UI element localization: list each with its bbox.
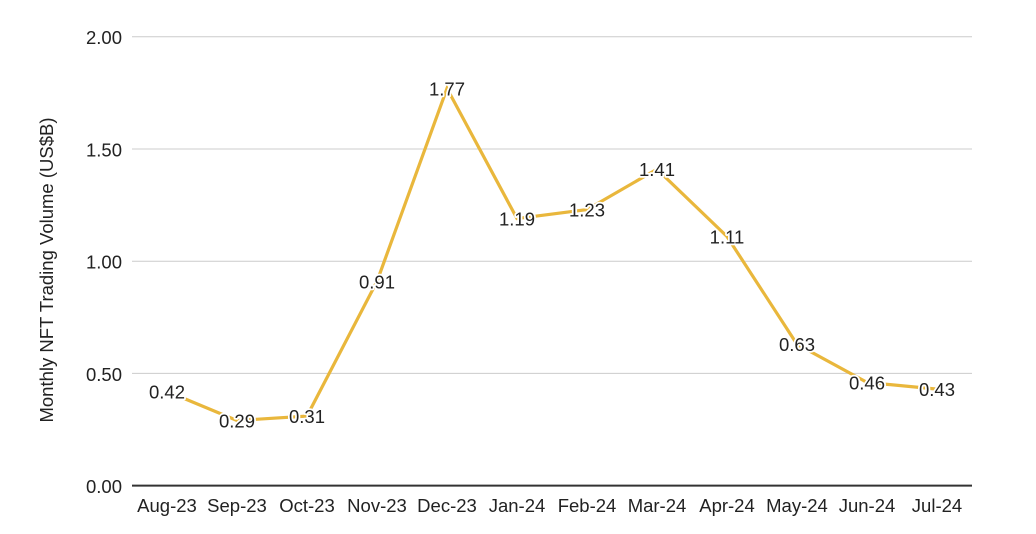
svg-text:0.50: 0.50: [86, 364, 122, 385]
svg-text:Dec-23: Dec-23: [417, 495, 477, 516]
svg-text:Sep-23: Sep-23: [207, 495, 267, 516]
svg-text:1.19: 1.19: [499, 209, 535, 230]
svg-text:0.31: 0.31: [289, 406, 325, 427]
svg-text:0.00: 0.00: [86, 476, 122, 497]
svg-text:Apr-24: Apr-24: [699, 495, 755, 516]
svg-text:Monthly NFT Trading Volume (US: Monthly NFT Trading Volume (US$B): [36, 117, 57, 422]
svg-text:0.42: 0.42: [149, 381, 185, 402]
svg-text:Jun-24: Jun-24: [839, 495, 896, 516]
svg-text:Jul-24: Jul-24: [912, 495, 962, 516]
svg-text:0.46: 0.46: [849, 372, 885, 393]
svg-text:Jan-24: Jan-24: [489, 495, 546, 516]
svg-text:1.41: 1.41: [639, 159, 675, 180]
svg-text:1.11: 1.11: [710, 227, 745, 248]
svg-text:1.50: 1.50: [86, 139, 122, 160]
svg-text:0.43: 0.43: [919, 379, 955, 400]
svg-text:1.23: 1.23: [569, 200, 605, 221]
svg-text:Oct-23: Oct-23: [279, 495, 335, 516]
svg-text:Nov-23: Nov-23: [347, 495, 407, 516]
svg-text:0.63: 0.63: [779, 334, 815, 355]
svg-text:0.91: 0.91: [359, 271, 395, 292]
svg-text:1.77: 1.77: [429, 78, 465, 99]
svg-text:1.00: 1.00: [86, 252, 122, 273]
svg-text:Mar-24: Mar-24: [628, 495, 687, 516]
svg-text:Feb-24: Feb-24: [558, 495, 617, 516]
svg-text:0.29: 0.29: [219, 411, 255, 432]
svg-text:Aug-23: Aug-23: [137, 495, 197, 516]
svg-text:2.00: 2.00: [86, 27, 122, 48]
svg-text:May-24: May-24: [766, 495, 828, 516]
